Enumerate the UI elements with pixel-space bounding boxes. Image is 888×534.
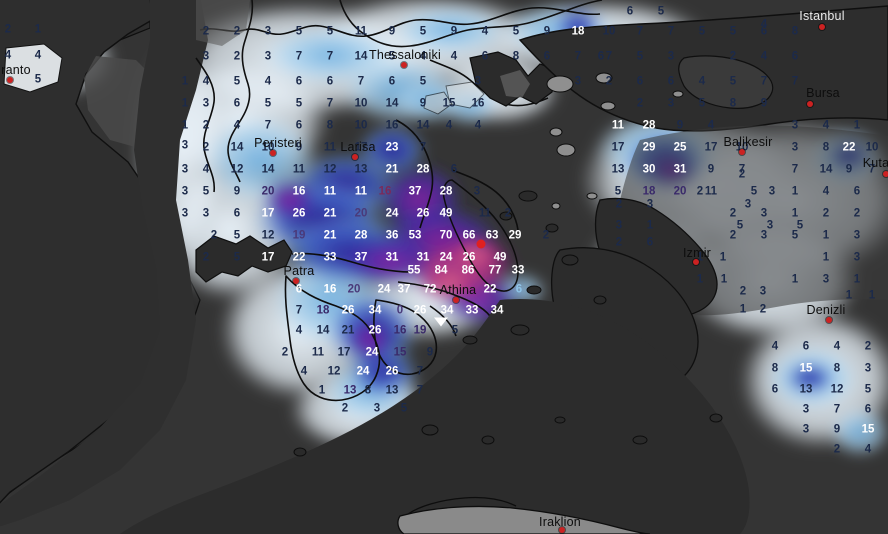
precipitation-field: [5, 0, 888, 456]
